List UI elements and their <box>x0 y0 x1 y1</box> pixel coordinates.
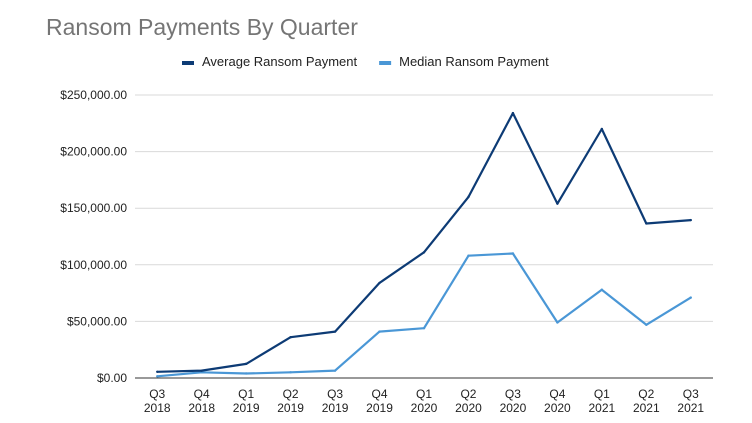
legend: Average Ransom Payment Median Ransom Paym… <box>182 54 549 69</box>
average-ransom-payment-point <box>200 369 203 372</box>
median-ransom-payment-point <box>156 375 159 378</box>
x-tick-label: Q3 2018 <box>144 387 171 415</box>
average-ransom-payment-point <box>156 370 159 373</box>
y-tick-label: $100,000.00 <box>60 258 127 272</box>
legend-swatch <box>182 61 194 65</box>
series-lines <box>156 111 692 378</box>
average-ransom-payment-point <box>333 330 337 333</box>
legend-label: Average Ransom Payment <box>202 54 358 69</box>
median-ransom-payment-point <box>244 372 248 375</box>
y-tick-label: $250,000.00 <box>60 88 127 102</box>
average-ransom-payment-point <box>422 251 426 254</box>
x-tick-label: Q2 2020 <box>455 387 482 415</box>
x-axis-tick-labels: Q3 2018 Q4 2018 Q1 2019 Q2 2019 Q3 2019 Q4 2019 Q1 20… <box>144 387 705 415</box>
average-ransom-payment-point <box>378 281 381 285</box>
median-ransom-payment-point <box>422 326 426 330</box>
x-tick-label: Q1 2020 <box>411 387 438 415</box>
average-ransom-payment-point <box>556 202 559 205</box>
x-tick-label: Q2 2021 <box>633 387 660 415</box>
y-tick-label: $50,000.00 <box>67 314 127 328</box>
x-tick-label: Q4 2018 <box>188 387 215 415</box>
x-tick-label: Q4 2019 <box>366 387 393 415</box>
median-ransom-payment-point <box>689 296 692 299</box>
median-ransom-payment-point <box>556 321 559 324</box>
x-tick-label: Q3 2019 <box>322 387 349 415</box>
legend-label: Median Ransom Payment <box>399 54 549 69</box>
average-ransom-payment-point <box>289 336 292 339</box>
average-ransom-payment-point <box>244 362 248 366</box>
median-ransom-payment-point <box>645 323 648 326</box>
x-tick-label: Q1 2019 <box>233 387 260 415</box>
x-tick-label: Q2 2019 <box>277 387 304 415</box>
average-ransom-payment-point <box>645 222 648 225</box>
chart-title: Ransom Payments By Quarter <box>46 14 358 40</box>
median-ransom-payment-point <box>200 371 203 374</box>
average-ransom-payment-point <box>467 195 470 199</box>
gridlines <box>135 94 713 379</box>
average-ransom-payment-point <box>511 111 515 115</box>
median-ransom-payment-point <box>333 369 337 372</box>
median-ransom-payment-point <box>467 254 470 257</box>
median-ransom-payment-point <box>378 330 381 333</box>
y-axis-tick-labels: $0.00 $50,000.00 $100,000.00 $150,000.00 $20… <box>60 88 127 385</box>
x-tick-label: Q4 2020 <box>544 387 571 415</box>
average-ransom-payment-point <box>600 127 604 131</box>
legend-swatch <box>379 61 392 65</box>
x-tick-label: Q1 2021 <box>588 387 615 415</box>
x-tick-label: Q3 2021 <box>677 387 704 415</box>
average-ransom-payment-point <box>689 218 692 222</box>
y-tick-label: $200,000.00 <box>60 145 127 159</box>
median-ransom-payment-point <box>511 252 515 255</box>
median-ransom-payment-line <box>157 252 692 378</box>
y-tick-label: $150,000.00 <box>60 201 127 215</box>
median-ransom-payment-point <box>289 371 292 374</box>
median-ransom-payment-point <box>600 288 604 291</box>
x-tick-label: Q3 2020 <box>500 387 527 415</box>
y-tick-label: $0.00 <box>97 371 127 385</box>
